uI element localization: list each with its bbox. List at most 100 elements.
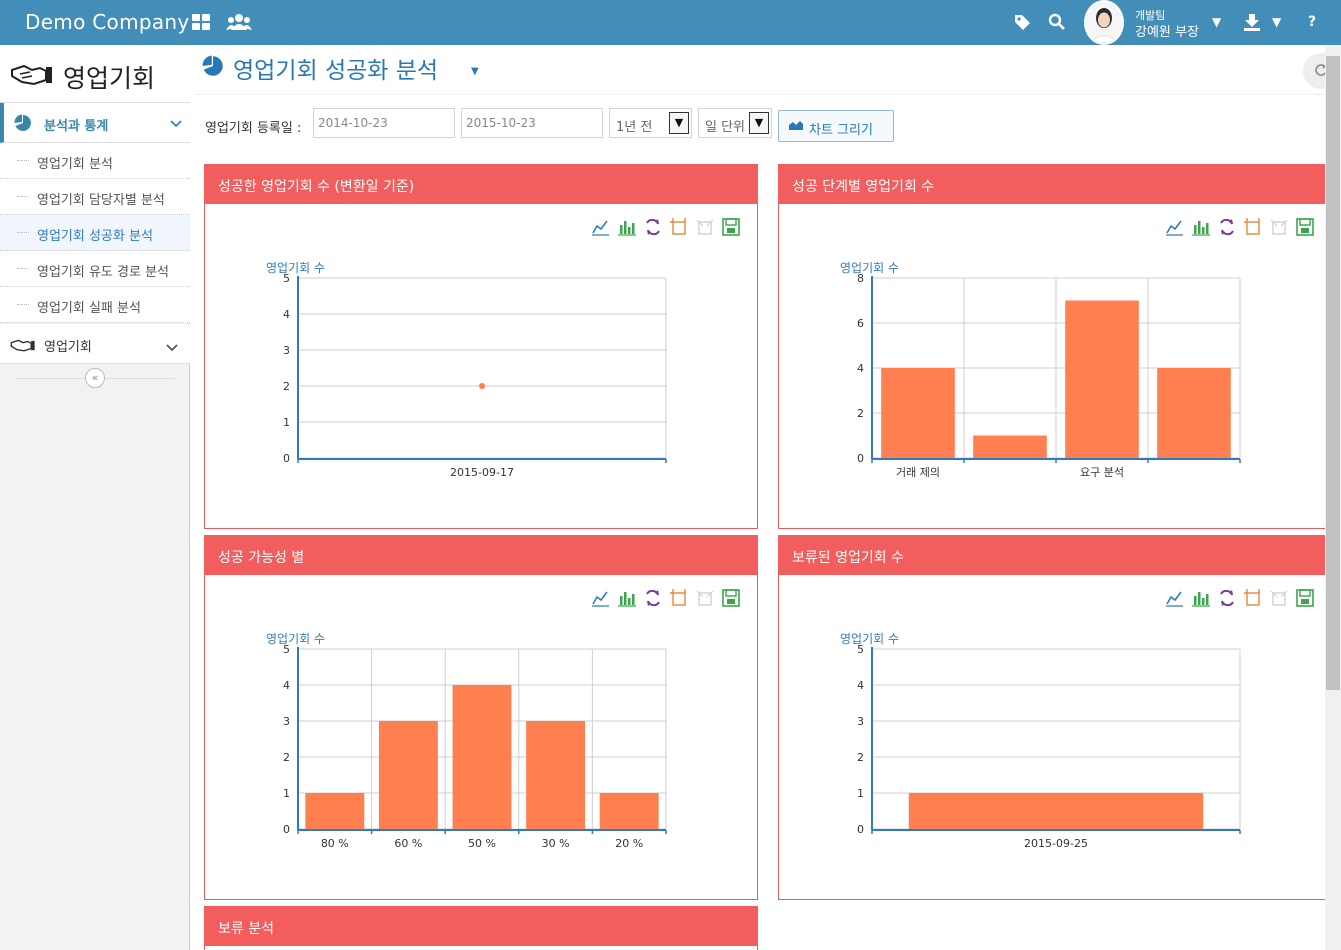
y-tick-label: 6 — [857, 317, 864, 330]
collapse-sidebar-button[interactable]: « — [85, 368, 105, 388]
handshake-icon — [10, 337, 36, 356]
sidebar-item-by-owner[interactable]: 영업기회 담당자별 분석 — [0, 179, 190, 215]
chart-bar — [973, 435, 1047, 458]
refresh-icon[interactable] — [643, 217, 663, 237]
panel-by-probability: 성공 가능성 별 영업기회 수 0 1 2 3 4 5 80 % 60 % 50 % 30 % 20… — [204, 535, 758, 900]
line-chart-icon[interactable] — [591, 588, 611, 608]
y-tick-label: 1 — [857, 787, 864, 800]
caret-down-icon[interactable]: ▼ — [1212, 15, 1222, 29]
save-icon[interactable] — [721, 588, 741, 608]
sidebar-item-lead-source[interactable]: 영업기회 유도 경로 분석 — [0, 251, 190, 287]
y-tick-label: 3 — [857, 715, 864, 728]
panel-hold-analysis: 보류 분석 — [204, 906, 758, 950]
user-team: 개발팀 — [1135, 9, 1166, 22]
panel-title: 성공한 영업기회 수 (변환일 기준) — [218, 179, 415, 195]
zoom-area-icon[interactable] — [1243, 588, 1263, 608]
unit-select[interactable]: 일 단위 ▼ — [698, 108, 772, 138]
y-tick-label: 0 — [283, 823, 290, 836]
chart-bar — [1065, 300, 1139, 458]
zoom-reset-icon[interactable] — [695, 588, 715, 608]
panel-success-by-date: 성공한 영업기회 수 (변환일 기준) 영업기회 수 0 1 2 3 4 5 2015-09… — [204, 164, 758, 529]
bar-chart-icon[interactable] — [617, 217, 637, 237]
period-select[interactable]: 1년 전 ▼ — [609, 108, 692, 138]
zoom-area-icon[interactable] — [1243, 217, 1263, 237]
bar-chart-icon[interactable] — [617, 588, 637, 608]
y-tick-label: 2 — [857, 751, 864, 764]
caret-down-icon[interactable]: ▼ — [471, 66, 479, 77]
save-icon[interactable] — [721, 217, 741, 237]
line-chart-icon[interactable] — [1165, 217, 1185, 237]
sidebar-item-label: 영업기회 유도 경로 분석 — [37, 265, 169, 280]
y-axis-label: 영업기회 수 — [266, 632, 326, 646]
y-tick-label: 1 — [283, 416, 290, 429]
user-avatar[interactable] — [1084, 0, 1124, 45]
brand-name[interactable]: Demo Company — [25, 10, 190, 34]
chart-bar — [378, 721, 438, 829]
y-tick-label: 2 — [283, 380, 290, 393]
line-chart-icon[interactable] — [591, 217, 611, 237]
date-to-input[interactable] — [461, 108, 603, 138]
sidebar-header: 영업기회 — [0, 45, 190, 103]
chart-bar — [305, 793, 365, 829]
refresh-icon[interactable] — [1217, 588, 1237, 608]
sidebar-menu-opportunity[interactable]: 영업기회 — [0, 324, 190, 364]
zoom-reset-icon[interactable] — [1269, 217, 1289, 237]
sidebar-item-failure[interactable]: 영업기회 실패 분석 — [0, 287, 190, 323]
y-tick-label: 0 — [283, 452, 290, 465]
users-icon[interactable] — [226, 12, 252, 37]
chevron-down-icon[interactable] — [170, 114, 182, 133]
y-tick-label: 5 — [857, 643, 864, 656]
bar-chart-icon[interactable] — [1191, 217, 1211, 237]
y-tick-label: 4 — [283, 308, 290, 321]
date-from-input[interactable] — [313, 108, 455, 138]
refresh-icon[interactable] — [1217, 217, 1237, 237]
zoom-area-icon[interactable] — [669, 588, 689, 608]
y-axis-label: 영업기회 수 — [840, 632, 900, 646]
y-tick-label: 5 — [283, 643, 290, 656]
scrollbar-thumb[interactable] — [1326, 56, 1340, 690]
draw-chart-button[interactable]: 차트 그리기 — [778, 110, 894, 142]
panel-header: 보류된 영업기회 수 — [778, 535, 1332, 575]
search-icon[interactable] — [1048, 12, 1066, 37]
panel-header: 성공 단계별 영업기회 수 — [778, 164, 1332, 204]
panel-success-by-stage: 성공 단계별 영업기회 수 영업기회 수 0 2 4 6 8 거래 제의 요구 분석 — [778, 164, 1332, 529]
help-icon[interactable]: ? — [1308, 14, 1317, 30]
panel-on-hold: 보류된 영업기회 수 영업기회 수 0 1 2 3 4 5 2015-09-25 — [778, 535, 1332, 900]
line-chart-icon[interactable] — [1165, 588, 1185, 608]
x-tick-label: 50 % — [468, 837, 496, 850]
sidebar-item-analysis[interactable]: 영업기회 분석 — [0, 143, 190, 179]
sidebar-item-success[interactable]: 영업기회 성공화 분석 — [0, 215, 190, 251]
x-tick-label: 20 % — [615, 837, 643, 850]
sidebar-title: 영업기회 — [63, 64, 156, 93]
panel-title: 성공 단계별 영업기회 수 — [792, 179, 935, 195]
zoom-reset-icon[interactable] — [1269, 588, 1289, 608]
page-title[interactable]: 영업기회 성공화 분석 — [233, 58, 439, 84]
save-icon[interactable] — [1295, 217, 1315, 237]
panel-title: 보류된 영업기회 수 — [792, 550, 904, 566]
zoom-area-icon[interactable] — [669, 217, 689, 237]
pie-chart-icon — [202, 55, 224, 81]
y-tick-label: 8 — [857, 272, 864, 285]
y-axis-label: 영업기회 수 — [840, 261, 900, 275]
tags-icon[interactable] — [1013, 12, 1033, 37]
bar-chart-icon[interactable] — [1191, 588, 1211, 608]
caret-down-icon[interactable]: ▼ — [1272, 15, 1282, 29]
download-icon[interactable] — [1243, 12, 1261, 37]
x-tick-label: 60 % — [394, 837, 422, 850]
sidebar-item-label: 영업기회 분석 — [37, 157, 113, 172]
user-name[interactable]: 강예원 부장 — [1135, 25, 1199, 40]
save-icon[interactable] — [1295, 588, 1315, 608]
x-tick-label: 2015-09-25 — [1024, 837, 1088, 850]
grid-icon[interactable] — [191, 12, 211, 37]
chart-by-probability: 0 1 2 3 4 5 80 % 60 % 50 % 30 % 20 % — [283, 643, 667, 850]
y-tick-label: 3 — [283, 715, 290, 728]
chevron-down-icon[interactable] — [166, 338, 178, 357]
y-tick-label: 4 — [857, 679, 864, 692]
zoom-reset-icon[interactable] — [695, 217, 715, 237]
area-chart-icon — [788, 119, 804, 134]
y-tick-label: 0 — [857, 823, 864, 836]
chart-bar — [881, 368, 955, 458]
refresh-icon[interactable] — [643, 588, 663, 608]
sidebar-group-analysis[interactable]: 분석과 통계 — [0, 103, 190, 143]
chart-success-by-date: 0 1 2 3 4 5 2015-09-17 — [283, 272, 667, 479]
